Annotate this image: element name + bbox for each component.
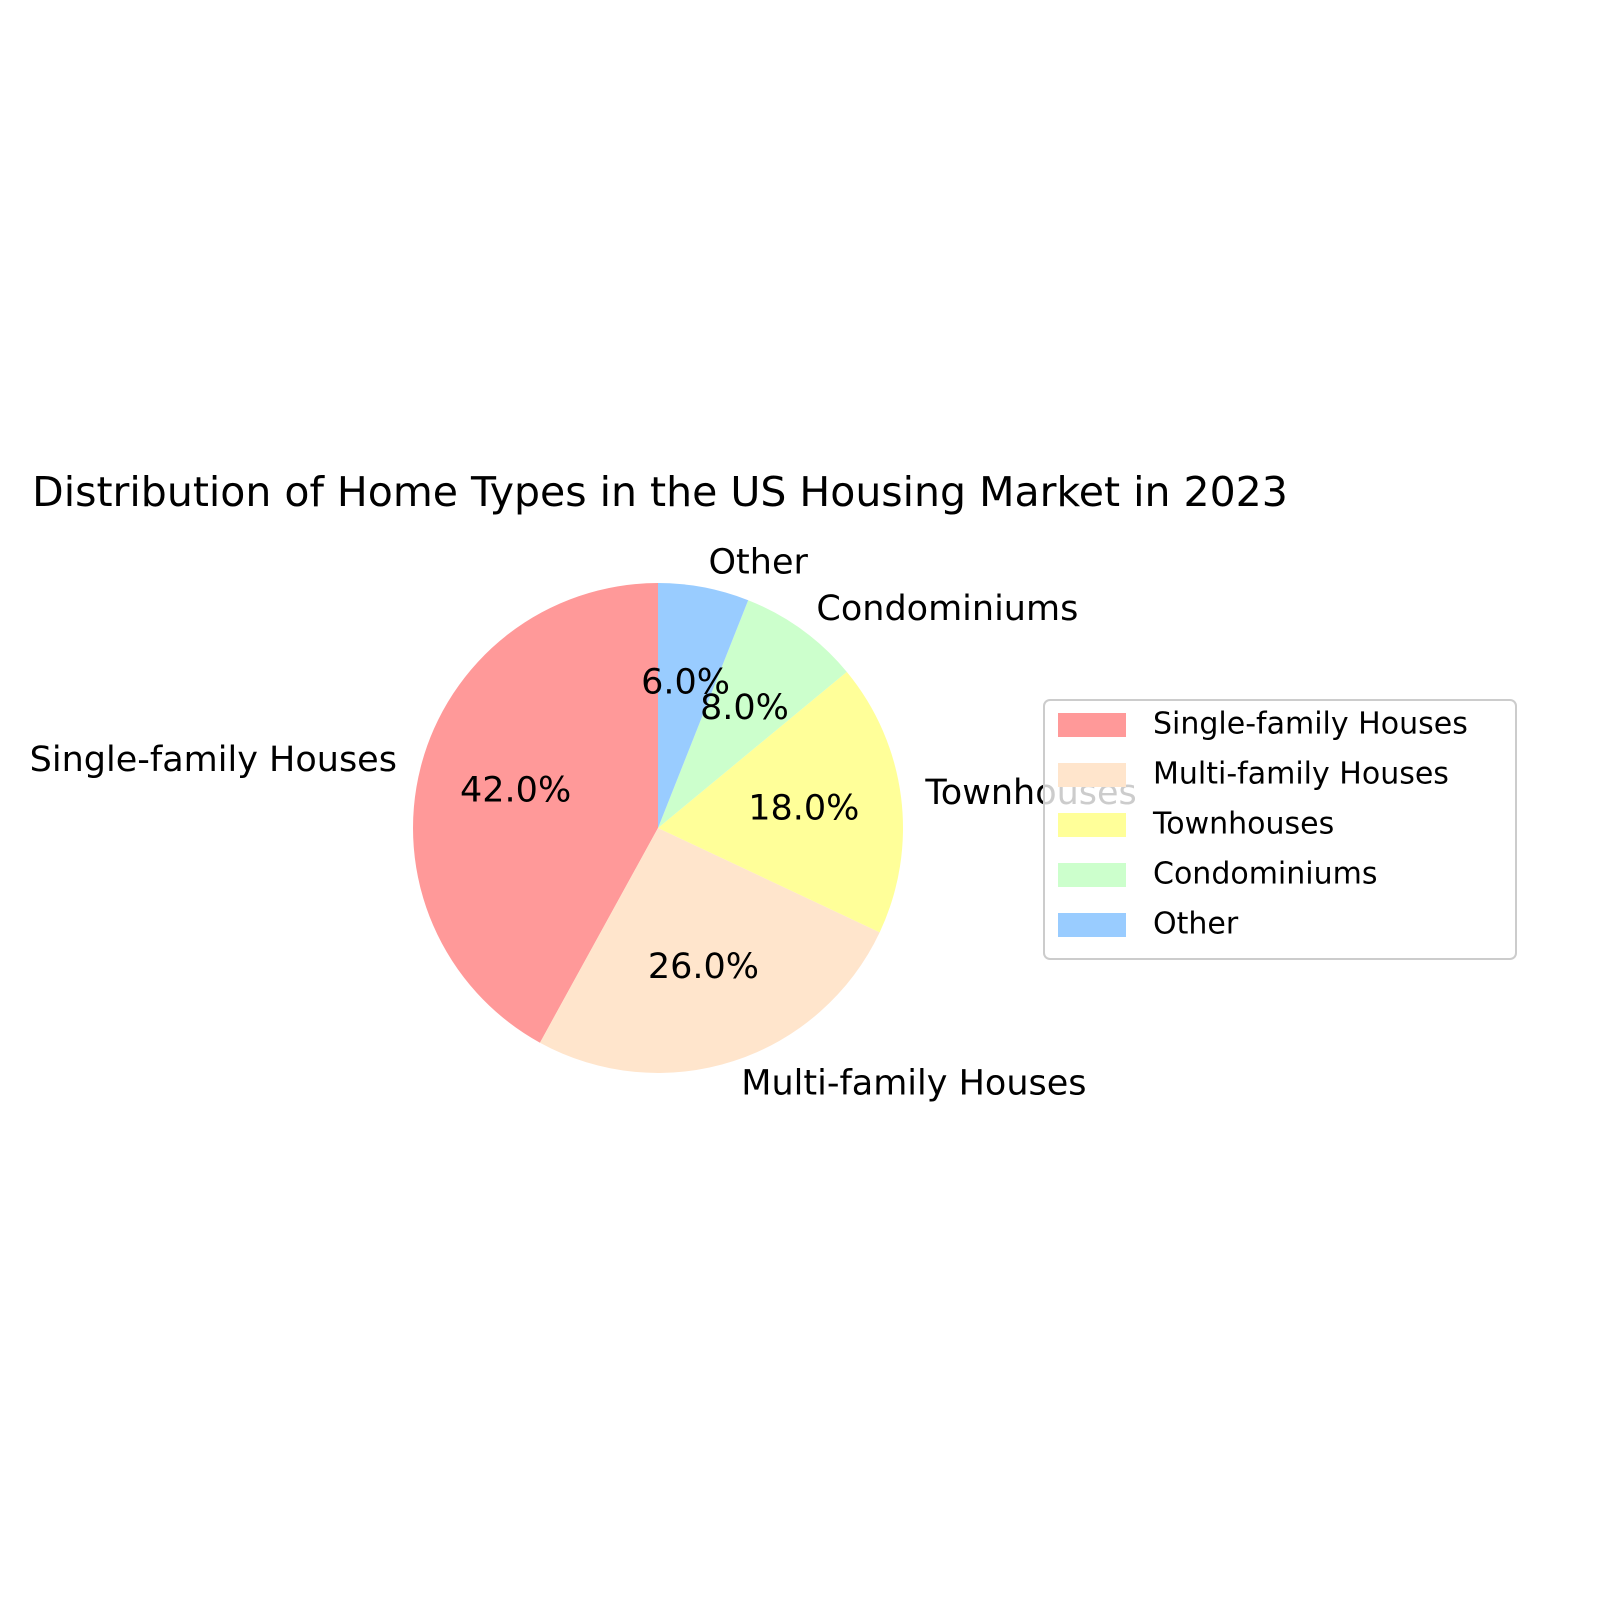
legend: Single-family Houses Multi-family Houses T… <box>1043 699 1517 960</box>
slice-label-other: Other <box>708 542 808 582</box>
slice-percent-condominiums: 8.0% <box>700 688 789 728</box>
legend-label-other: Other <box>1153 907 1239 942</box>
legend-swatch-single-family-houses <box>1058 713 1126 737</box>
legend-swatch-multi-family-houses <box>1058 763 1126 787</box>
slice-percent-multi-family-houses: 26.0% <box>648 947 759 987</box>
pie-slice-other <box>658 583 749 828</box>
slice-label-single-family-houses: Single-family Houses <box>30 740 397 780</box>
slice-percent-other: 6.0% <box>641 663 730 703</box>
pie-slice-multi-family-houses <box>539 828 880 1073</box>
legend-swatch-other <box>1058 913 1126 937</box>
legend-entries: Single-family Houses Multi-family Houses T… <box>1058 707 1468 942</box>
legend-entry-multi-family-houses: Multi-family Houses <box>1058 757 1449 792</box>
legend-frame <box>1043 699 1517 960</box>
chart-title: Distribution of Home Types in the US Hou… <box>32 468 1288 516</box>
slice-percent-townhouses: 18.0% <box>748 789 859 829</box>
pie-slice-townhouses <box>658 671 903 933</box>
pie-slices <box>412 583 903 1073</box>
slice-percent-single-family-houses: 42.0% <box>460 770 571 810</box>
legend-entry-single-family-houses: Single-family Houses <box>1058 707 1468 742</box>
pie-slice-single-family-houses <box>412 583 658 1043</box>
legend-entry-condominiums: Condominiums <box>1058 857 1378 892</box>
pie-slice-condominiums <box>658 600 847 828</box>
legend-label-townhouses: Townhouses <box>1152 807 1334 842</box>
legend-entry-other: Other <box>1058 907 1239 942</box>
legend-label-condominiums: Condominiums <box>1153 857 1378 892</box>
slice-label-multi-family-houses: Multi-family Houses <box>741 1063 1086 1103</box>
legend-swatch-condominiums <box>1058 863 1126 887</box>
slice-percent-labels: 42.0% 26.0% 18.0% 8.0%6.0% <box>460 663 859 987</box>
legend-swatch-townhouses <box>1058 813 1126 837</box>
legend-label-multi-family-houses: Multi-family Houses <box>1153 757 1449 792</box>
legend-label-single-family-houses: Single-family Houses <box>1153 707 1468 742</box>
slice-label-condominiums: Condominiums <box>816 589 1078 629</box>
legend-entry-townhouses: Townhouses <box>1058 807 1334 842</box>
